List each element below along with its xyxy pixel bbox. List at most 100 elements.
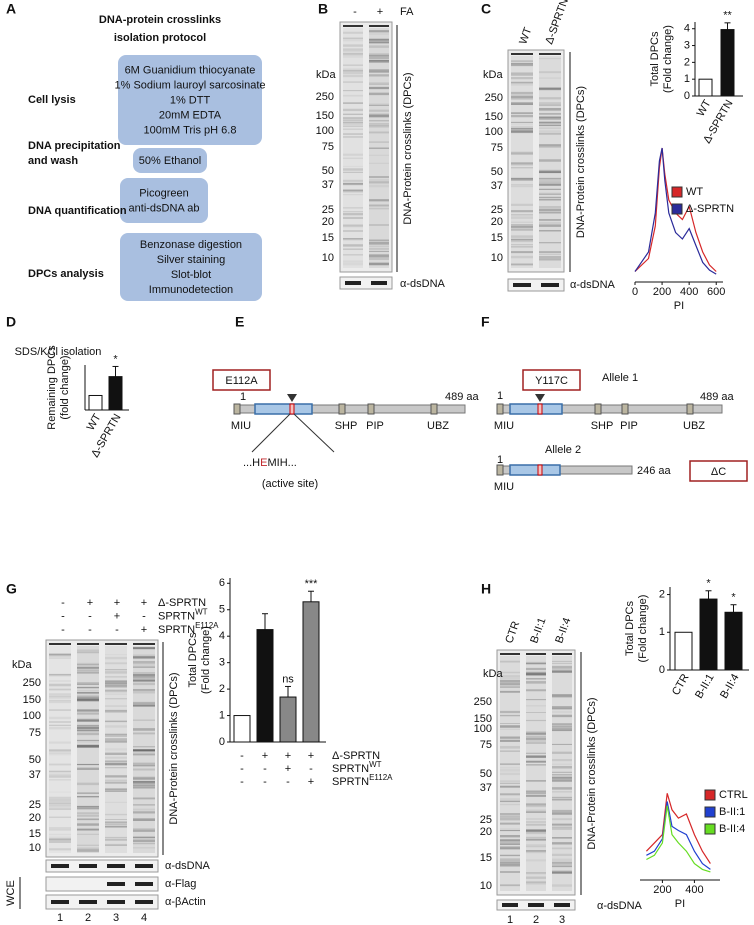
marker-label: 20: [491, 216, 503, 228]
protocol-item: anti-dsDNA ab: [129, 202, 200, 214]
lane-label: CTR: [503, 620, 522, 645]
x-tick-label: 400: [685, 884, 703, 896]
bar: [720, 29, 735, 97]
kda-label: kDa: [316, 69, 336, 81]
marker-label: 100: [23, 710, 41, 722]
blot-band: [51, 864, 69, 868]
gel-smear: [343, 28, 363, 268]
lane-label: +: [377, 6, 383, 18]
condition-name: Δ-SPRTN: [332, 750, 380, 762]
arrowhead: [535, 394, 545, 402]
y-tick-label: 4: [219, 630, 225, 642]
gel-smear: [526, 656, 546, 891]
sequence-part: MIH...: [267, 457, 296, 469]
truncation-tag-box: [689, 460, 748, 482]
bar: [698, 78, 713, 97]
motif: [496, 464, 504, 476]
marker-label: 75: [491, 142, 503, 154]
panel-label: H: [481, 581, 491, 597]
motif-label: MIU: [494, 420, 514, 432]
condition-sign: -: [61, 597, 65, 609]
blot-band: [135, 882, 153, 886]
lane-label: WT: [517, 26, 534, 46]
condition-sign: -: [88, 610, 92, 622]
blot-band: [371, 281, 387, 285]
y-axis-label: (Fold change): [637, 595, 649, 663]
step-label: and wash: [28, 155, 78, 167]
condition-sign: +: [141, 597, 147, 609]
truncation-tag: ΔC: [711, 466, 726, 478]
blot-strip: [507, 278, 565, 292]
x-tick-label: WT: [85, 412, 104, 433]
marker-label: 75: [480, 739, 492, 751]
panel-label: C: [481, 1, 491, 17]
residue-start: 1: [497, 454, 503, 466]
gel-smear: [77, 646, 99, 853]
y-axis-label: (Fold change): [200, 626, 212, 694]
condition-sign: -: [61, 624, 65, 636]
y-tick-label: 0: [219, 736, 225, 748]
motif-label: SHP: [335, 420, 358, 432]
blot-strip: [339, 276, 393, 290]
blot-band: [79, 900, 97, 904]
bar: [724, 611, 743, 671]
blot-label: α-dsDNA: [400, 278, 446, 290]
protocol-item: 6M Guanidium thiocyanate: [125, 64, 256, 76]
allele-label: Allele 2: [545, 444, 581, 456]
marker-label: 75: [29, 727, 41, 739]
marker-label: 250: [474, 696, 492, 708]
name: SPRTN: [158, 610, 195, 622]
bar: [233, 715, 251, 743]
y-tick-label: 1: [659, 626, 665, 638]
protein-domain: [509, 464, 561, 476]
protocol-item: 1% Sodium lauroyl sarcosinate: [114, 79, 265, 91]
lane-number: 2: [85, 912, 91, 924]
lane-number: 1: [507, 914, 513, 925]
motif-label: MIU: [231, 420, 251, 432]
side-label: DNA-Protein crosslinks (DPCs): [402, 72, 414, 224]
y-tick-label: 0: [684, 90, 690, 102]
protocol-item: Immunodetection: [149, 284, 233, 296]
wce-label: WCE: [5, 880, 17, 906]
marker-label: 250: [316, 91, 334, 103]
lane-number: 3: [559, 914, 565, 925]
zoom-line: [293, 413, 335, 453]
marker-label: 25: [480, 814, 492, 826]
blot-band: [107, 900, 125, 904]
superscript: E112A: [195, 621, 219, 630]
x-axis-label: PI: [674, 300, 684, 312]
legend-label: WT: [686, 186, 703, 198]
motif: [496, 403, 504, 415]
significance: *: [706, 578, 711, 590]
mutation-site: [537, 464, 543, 476]
condition-sign: -: [142, 610, 146, 622]
blot-label: α-dsDNA: [570, 279, 616, 291]
significance: *: [731, 592, 736, 604]
marker-label: 15: [29, 828, 41, 840]
profile-line: [646, 801, 711, 870]
name: SPRTN: [332, 763, 369, 775]
bar: [108, 376, 123, 411]
protocol-item: 50% Ethanol: [139, 155, 201, 167]
mutation: E112A: [225, 375, 258, 387]
marker-label: 100: [474, 723, 492, 735]
marker-label: 37: [29, 769, 41, 781]
gel-smear: [49, 646, 71, 853]
motif: [594, 403, 602, 415]
panel-label: F: [481, 314, 490, 330]
marker-label: 50: [29, 754, 41, 766]
marker-label: 50: [491, 166, 503, 178]
x-tick-label: 600: [707, 286, 725, 298]
motif-label: UBZ: [683, 420, 705, 432]
protein-domain: [254, 403, 313, 415]
name: SPRTN: [158, 624, 195, 636]
marker-label: 10: [491, 252, 503, 264]
superscript: WT: [369, 760, 382, 769]
marker-label: 37: [322, 179, 334, 191]
y-axis-label: Total DPCs: [624, 600, 636, 656]
condition-sign: -: [240, 776, 244, 788]
gel: [496, 649, 576, 896]
condition-sign: +: [87, 597, 93, 609]
condition-sign: -: [240, 763, 244, 775]
condition-name: Δ-SPRTN: [158, 597, 206, 609]
